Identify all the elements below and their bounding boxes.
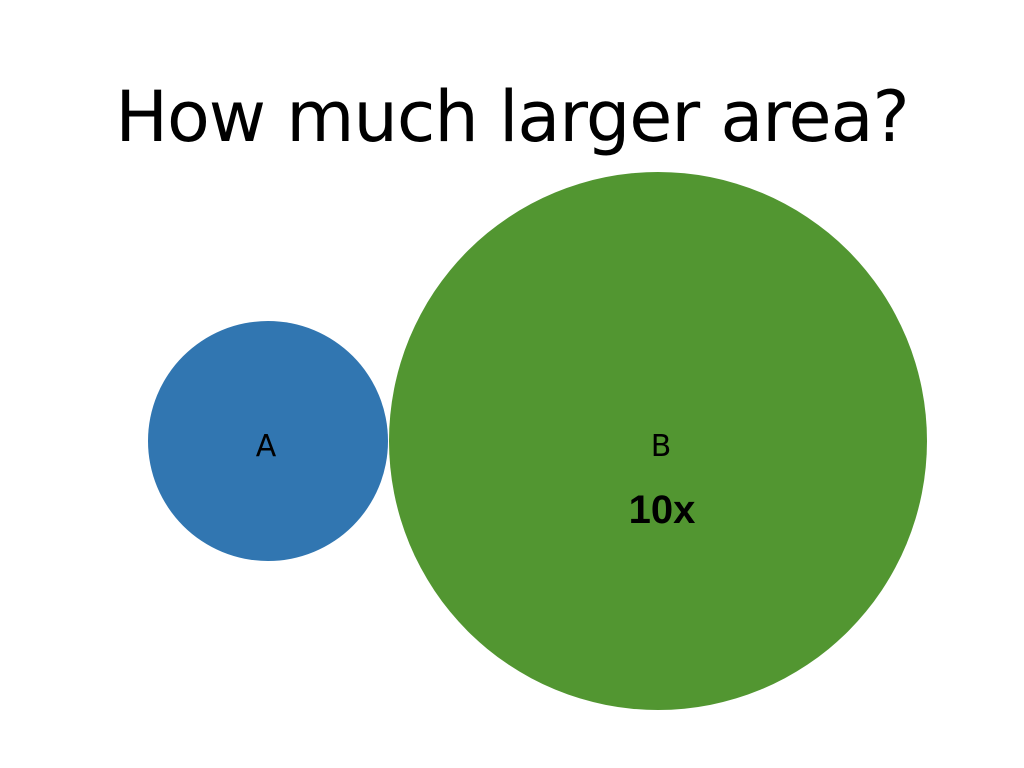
circle-a [148,321,388,561]
slide-title: How much larger area? [115,76,909,158]
ratio-label: 10x [629,488,696,532]
circle-a-label: A [256,429,277,464]
circle-b [389,172,927,710]
circle-b-label: B [651,429,672,464]
